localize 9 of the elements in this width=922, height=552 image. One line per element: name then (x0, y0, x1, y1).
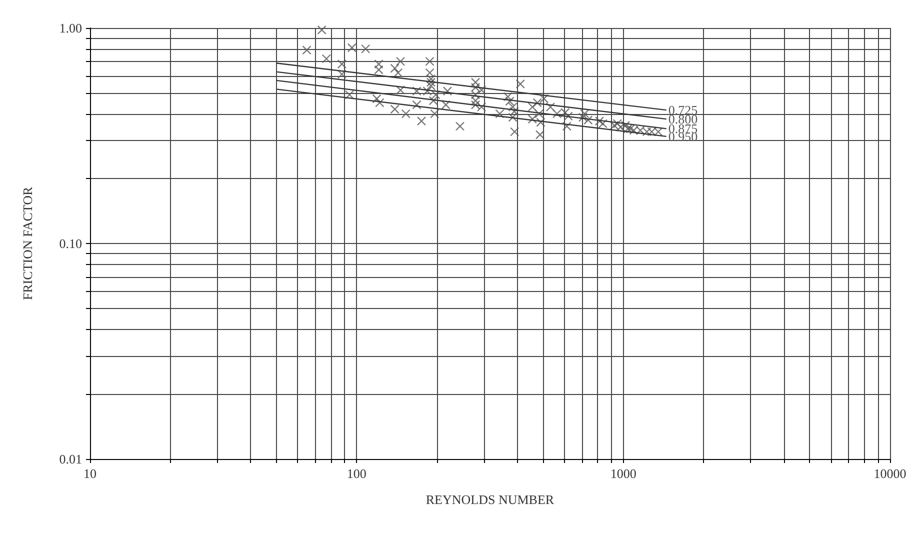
x-tick-label: 100 (346, 466, 366, 481)
y-tick-label: 0.10 (59, 236, 82, 251)
x-tick-label: 10 (84, 466, 96, 481)
x-tick-label: 1000 (610, 466, 636, 481)
y-axis-title: FRICTION FACTOR (20, 186, 35, 300)
y-tick-label: 0.01 (59, 452, 82, 466)
y-tick-label: 1.00 (59, 20, 82, 36)
x-tick-label: 10000 (874, 466, 906, 481)
x-axis-title: REYNOLDS NUMBER (426, 492, 554, 507)
